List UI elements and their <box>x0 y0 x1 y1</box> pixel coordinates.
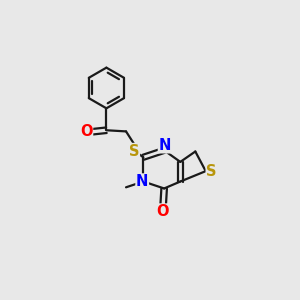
Text: O: O <box>157 204 169 219</box>
Text: N: N <box>158 138 171 153</box>
Text: O: O <box>80 124 92 139</box>
Text: S: S <box>206 164 217 178</box>
Text: S: S <box>129 143 140 158</box>
Text: N: N <box>136 174 148 189</box>
